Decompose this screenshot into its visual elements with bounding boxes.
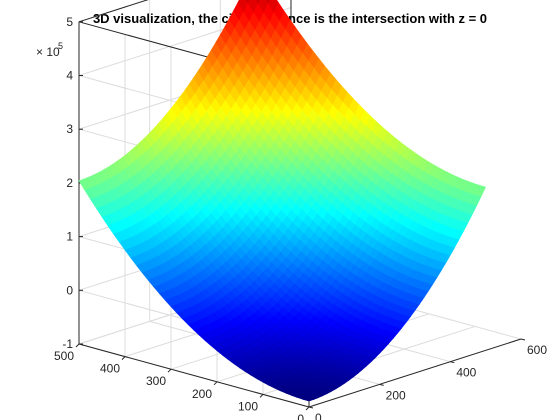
x-tick-mark <box>308 406 314 409</box>
x-tick-label: 600 <box>527 343 547 357</box>
y-tick-label: 400 <box>100 362 120 376</box>
z-tick-label: 4 <box>66 69 73 83</box>
axis-box-edge <box>78 343 310 408</box>
surface-patch <box>255 0 261 5</box>
y-tick-label: 0 <box>297 412 304 420</box>
x-tick-mark <box>379 383 384 386</box>
chart-title: 3D visualization, the circumference is t… <box>93 11 487 26</box>
y-tick-mark <box>75 343 80 348</box>
z-tick-label: 5 <box>66 15 73 29</box>
z-exponent-power: 5 <box>58 41 63 51</box>
y-tick-mark <box>305 406 310 411</box>
x-tick-label: 400 <box>456 366 476 380</box>
axis-box-edge <box>308 338 522 408</box>
y-tick-mark <box>121 356 126 360</box>
x-tick-label: 200 <box>386 388 406 402</box>
x-tick-mark <box>450 361 455 364</box>
z-tick-label: 3 <box>66 122 73 136</box>
z-tick-label: 0 <box>66 283 73 297</box>
surface-patch <box>475 185 487 197</box>
x-tick-mark <box>520 338 526 341</box>
y-tick-label: 200 <box>192 387 212 401</box>
y-tick-label: 100 <box>238 399 258 413</box>
surface-patch <box>245 0 251 4</box>
z-tick-label: 1 <box>66 230 73 244</box>
y-tick-mark <box>213 381 218 386</box>
y-tick-mark <box>259 394 264 398</box>
axis-box-edge <box>78 0 149 23</box>
y-tick-mark <box>167 368 172 373</box>
z-tick-label: 2 <box>66 176 73 190</box>
y-tick-label: 300 <box>146 374 166 388</box>
y-tick-label: 500 <box>54 349 74 363</box>
x-tick-label: 0 <box>315 411 322 420</box>
z-exponent-base: × 10 <box>36 45 60 59</box>
surface-patch <box>265 0 271 5</box>
surface-plot <box>78 0 487 402</box>
z-tick-label: -1 <box>62 337 73 351</box>
